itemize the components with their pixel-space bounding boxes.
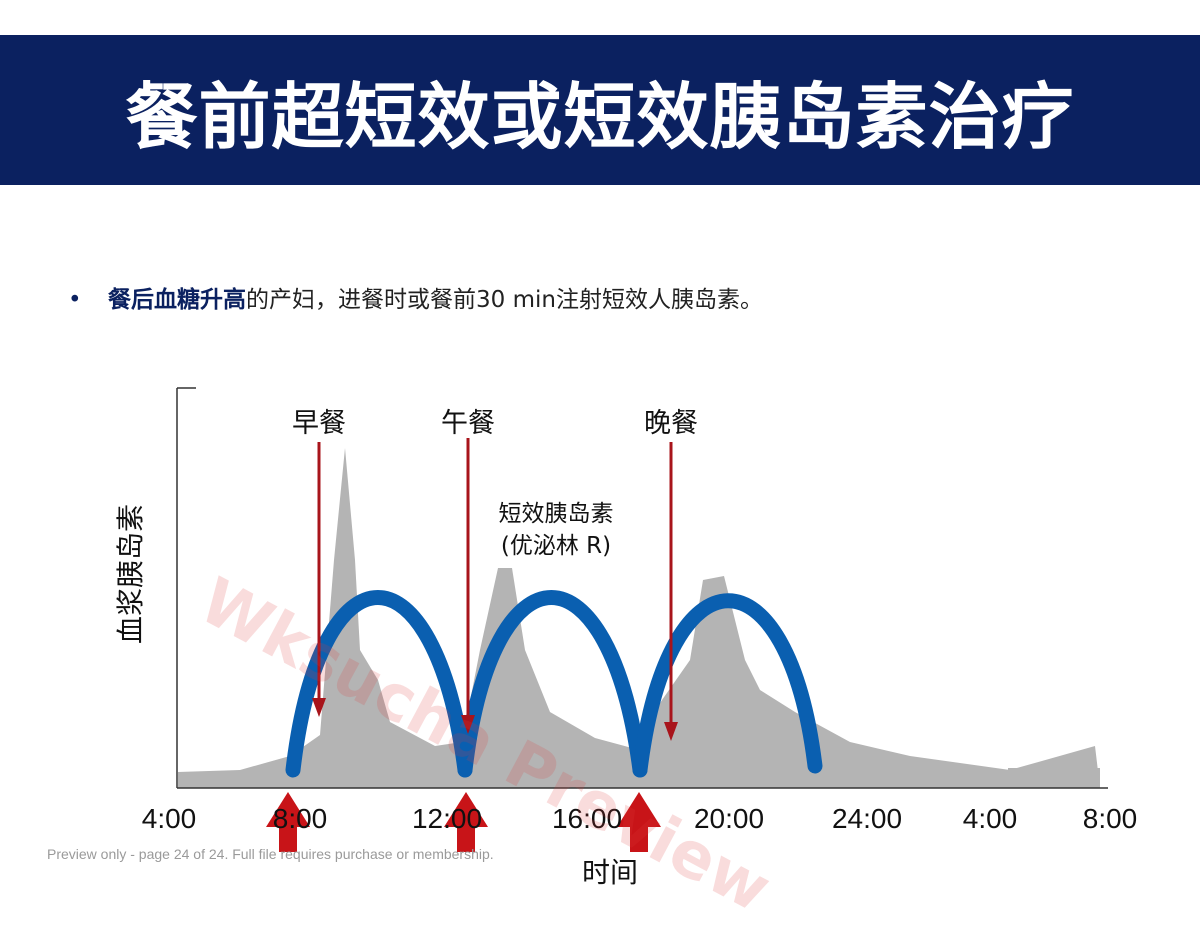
- insulin-label-brand: (优泌林 R): [501, 533, 611, 559]
- time-tick-label: 4:00: [963, 803, 1018, 834]
- time-tick-label: 16:00: [552, 803, 622, 834]
- meal-label-breakfast: 早餐: [292, 408, 346, 439]
- time-tick-label: 4:00: [142, 803, 197, 834]
- x-axis-label: 时间: [582, 856, 638, 889]
- bullet-item: • 餐后血糖升高的产妇，进餐时或餐前30 min注射短效人胰岛素。: [68, 280, 763, 314]
- title-banner: [0, 35, 1200, 185]
- page-title: 餐前超短效或短效胰岛素治疗: [125, 74, 1075, 159]
- bullet-text: 的产妇，进餐时或餐前30 min注射短效人胰岛素。: [246, 287, 763, 313]
- injection-arrow-lunch: [444, 792, 488, 852]
- injection-arrow-breakfast: [266, 792, 310, 852]
- insulin-curve-breakfast: [285, 590, 473, 778]
- insulin-curve-dinner: [632, 593, 823, 778]
- time-tick-label: 20:00: [694, 803, 764, 834]
- meal-arrow-lunch: [461, 438, 475, 734]
- time-tick-label: 24:00: [832, 803, 902, 834]
- injection-arrow-dinner: [617, 792, 661, 852]
- preview-footer-note: Preview only - page 24 of 24. Full file …: [47, 846, 494, 862]
- time-tick-label: 12:00: [412, 803, 482, 834]
- physiological-insulin-tail: [1008, 768, 1100, 788]
- time-tick-label: 8:00: [1083, 803, 1138, 834]
- y-axis-label: 血浆胰岛素: [114, 504, 147, 644]
- meal-label-dinner: 晚餐: [644, 408, 698, 439]
- insulin-label-name: 短效胰岛素: [499, 501, 614, 527]
- insulin-curve-lunch: [457, 590, 648, 778]
- time-tick-label: 8:00: [273, 803, 328, 834]
- insulin-diagram: 早餐 午餐 晚餐 短效胰岛素 (优泌林 R) 4:00 8:00 12:00 1…: [114, 387, 1138, 889]
- meal-arrow-breakfast: [312, 442, 326, 717]
- meal-arrow-dinner: [664, 442, 678, 741]
- bullet-marker: •: [68, 287, 82, 313]
- bullet-highlight: 餐后血糖升高: [108, 287, 246, 313]
- meal-label-lunch: 午餐: [441, 408, 495, 439]
